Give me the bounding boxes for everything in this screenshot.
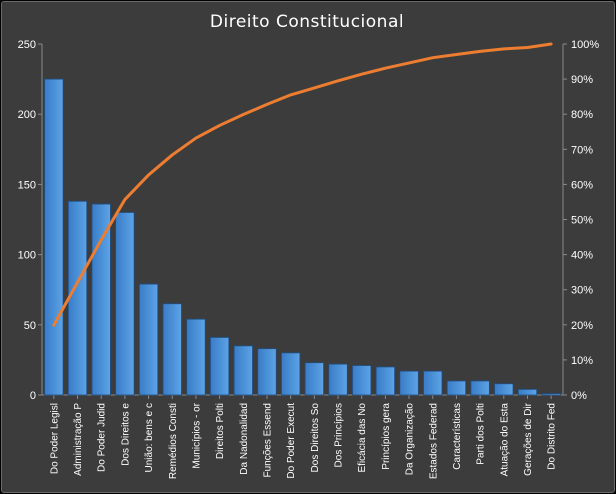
cumulative-line <box>52 42 553 327</box>
y-left-tick-label: 200 <box>18 109 36 121</box>
x-tick-label: Gerações de Dir <box>523 402 534 475</box>
bar <box>328 363 348 396</box>
bar <box>209 337 230 396</box>
y-right-tick-label: 0% <box>571 390 587 402</box>
y-right-tick-label: 90% <box>571 74 593 86</box>
y-left-tick-label: 0 <box>30 390 36 402</box>
y-right-tick-label: 20% <box>571 320 593 332</box>
x-tick-label: Do Poder Judid <box>97 403 108 472</box>
x-tick-label: Administração P <box>73 403 84 476</box>
bar <box>281 352 301 396</box>
y-left-tick-label: 50 <box>24 320 36 332</box>
x-tick-label: Estados Federad <box>428 403 439 479</box>
x-tick-label: Da Nadonalidad <box>239 403 250 475</box>
y-right-tick-label: 80% <box>571 109 593 121</box>
bar <box>494 383 514 396</box>
bar <box>541 393 561 396</box>
bar <box>44 78 64 396</box>
bar <box>233 345 253 396</box>
bar <box>257 348 277 396</box>
bar <box>446 380 467 396</box>
y-left-tick-label: 150 <box>18 179 36 191</box>
x-tick-label: Características <box>452 403 463 470</box>
y-left-tick-label: 100 <box>18 250 36 262</box>
x-tick-label: Dos Princípios <box>334 403 345 467</box>
chart-title: Direito Constitucional <box>210 12 404 32</box>
y-left-tick-label: 250 <box>18 39 36 51</box>
bar <box>67 200 88 396</box>
x-tick-label: União: bens e c <box>144 403 155 473</box>
bar <box>304 362 324 396</box>
tick-labels: 0 50 100 150 200 250 0% 10% 20% 30% 40% 50% 60% 70% 80… <box>18 39 600 479</box>
y-right-tick-label: 70% <box>571 144 593 156</box>
bar-series <box>44 78 561 396</box>
x-tick-label: Do Poder Execut <box>286 403 297 479</box>
x-tick-label: Direitos Polti <box>215 403 226 459</box>
x-tick-label: Municípios - or <box>191 402 202 468</box>
bar <box>91 203 111 396</box>
bar <box>115 212 135 396</box>
y-right-tick-label: 100% <box>571 39 599 51</box>
bar <box>517 388 538 396</box>
x-tick-label: Eficácia das No <box>357 403 368 473</box>
y-right-tick-label: 50% <box>571 215 593 227</box>
y-right-tick-label: 60% <box>571 179 593 191</box>
x-tick-label: Atuação do Esta <box>499 403 510 477</box>
x-tick-label: Da Organização <box>405 403 416 476</box>
cumulative-line-series <box>52 42 553 327</box>
bar <box>399 370 419 396</box>
bar <box>138 283 159 396</box>
y-right-tick-label: 40% <box>571 250 593 262</box>
bar <box>470 380 490 396</box>
bar <box>375 366 396 396</box>
x-tick-label: Funções Essend <box>262 403 273 478</box>
y-right-tick-label: 10% <box>571 355 593 367</box>
y-right-tick-label: 30% <box>571 285 593 297</box>
bar <box>162 303 182 396</box>
x-tick-label: Do Poder Legisl <box>49 403 60 474</box>
x-tick-label: Parti dos Polti <box>476 403 487 465</box>
bar <box>352 365 372 396</box>
x-tick-label: Princípios gera <box>381 403 392 470</box>
x-tick-label: Dos Direitos So <box>310 403 321 473</box>
bar <box>423 370 443 396</box>
x-tick-label: Dos Direitos e <box>120 403 131 466</box>
x-tick-label: Do Distrito Fed <box>547 403 558 470</box>
bar <box>186 318 206 396</box>
x-tick-label: Remédios Consti <box>168 403 179 479</box>
